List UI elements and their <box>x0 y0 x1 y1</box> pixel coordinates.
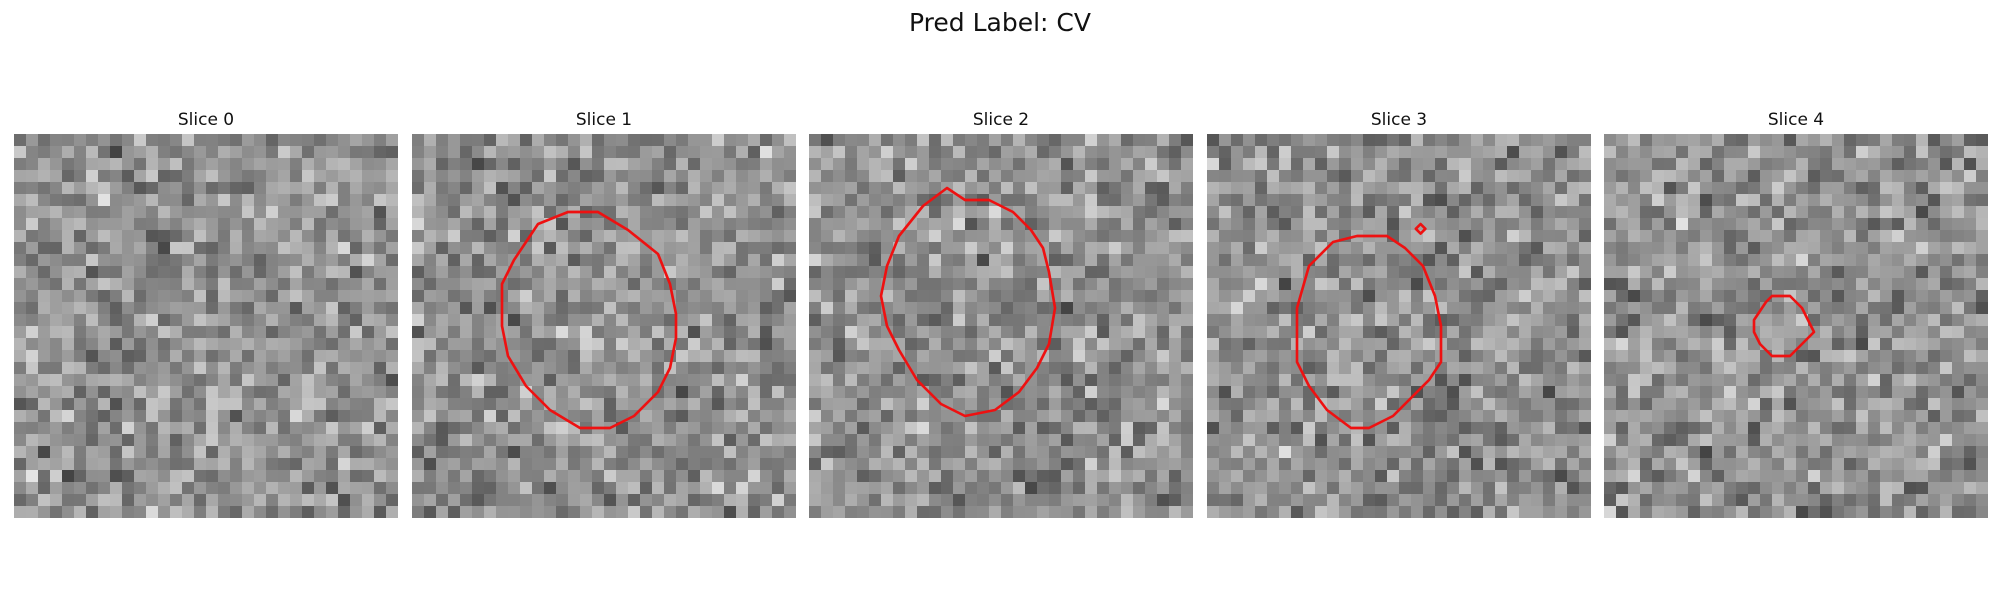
pixel-grid <box>14 134 398 518</box>
slice-panel-4: Slice 4 <box>1604 110 1988 518</box>
slice-title-4: Slice 4 <box>1767 110 1825 130</box>
slice-title-0: Slice 0 <box>177 110 235 130</box>
slice-image-2 <box>809 134 1193 518</box>
contour-4-0 <box>1752 294 1816 358</box>
slice-image-0 <box>14 134 398 518</box>
slice-image-3 <box>1207 134 1591 518</box>
slice-panel-3: Slice 3 <box>1207 110 1591 518</box>
slice-title-2: Slice 2 <box>972 110 1030 130</box>
contour-3-0 <box>1295 234 1443 430</box>
pixel-grid <box>809 134 1193 518</box>
slice-title-1: Slice 1 <box>575 110 633 130</box>
pixel-grid <box>412 134 796 518</box>
pixel-grid <box>1604 134 1988 518</box>
slice-panel-1: Slice 1 <box>412 110 796 518</box>
contour-2-0 <box>879 186 1057 418</box>
figure-title: Pred Label: CV <box>909 8 1091 37</box>
contour-3-1 <box>1414 222 1427 235</box>
slice-panel-2: Slice 2 <box>809 110 1193 518</box>
pixel-grid <box>1207 134 1591 518</box>
slice-title-3: Slice 3 <box>1370 110 1428 130</box>
slice-panel-0: Slice 0 <box>14 110 398 518</box>
slice-image-1 <box>412 134 796 518</box>
slice-image-4 <box>1604 134 1988 518</box>
contour-1-0 <box>500 210 678 430</box>
